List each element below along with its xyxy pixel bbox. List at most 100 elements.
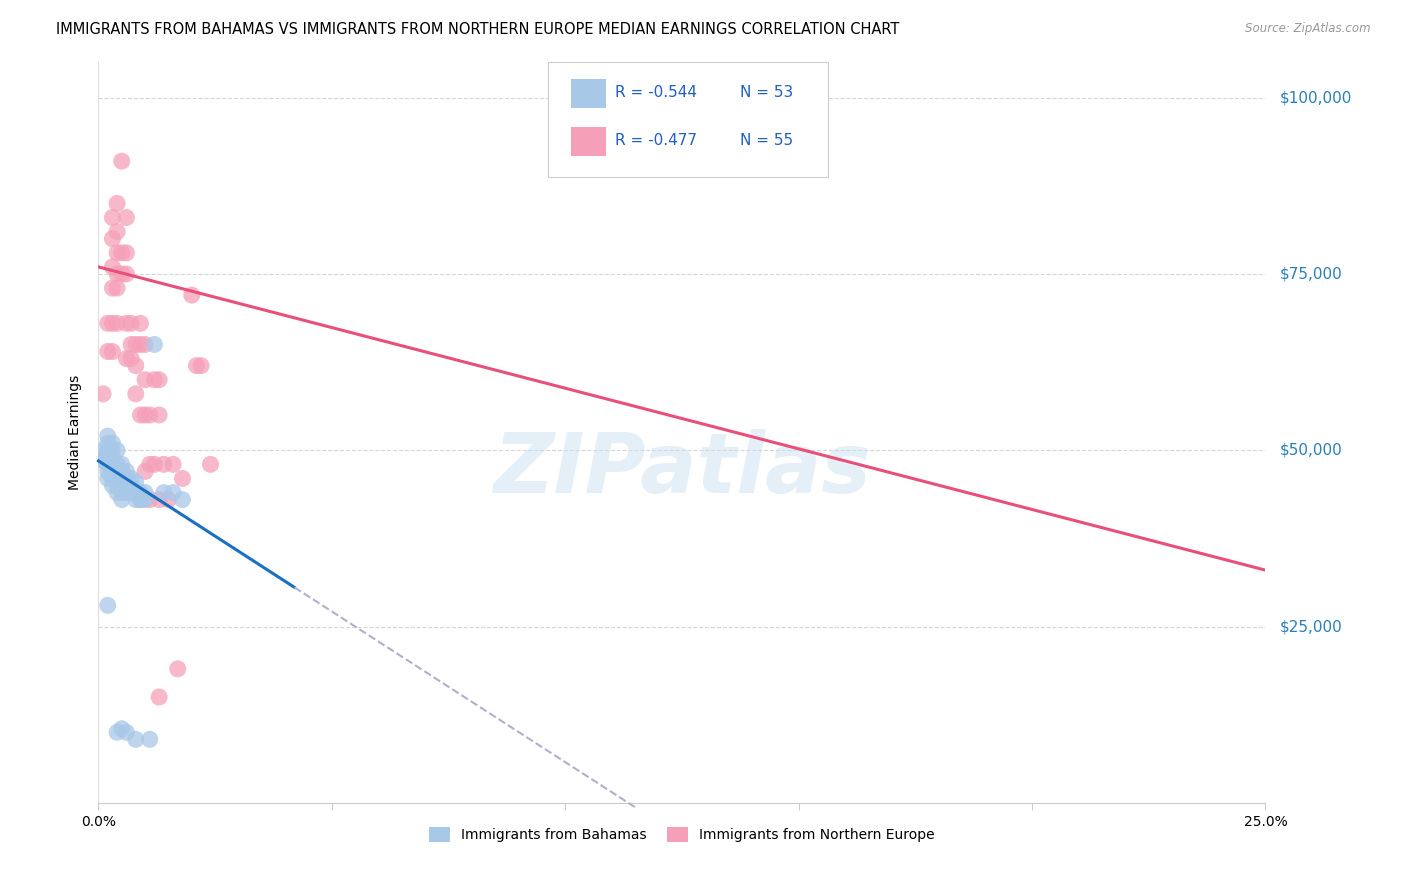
Bar: [571, 127, 606, 156]
Point: [115, 245, 138, 260]
Point: [115, 351, 138, 366]
Point: [97, 443, 120, 458]
Point: [129, 408, 152, 422]
Point: [120, 316, 142, 330]
Point: [111, 458, 134, 472]
Point: [101, 443, 124, 458]
Point: [129, 492, 152, 507]
Point: [97, 599, 120, 613]
Text: $25,000: $25,000: [1279, 619, 1343, 634]
Point: [125, 337, 148, 351]
Point: [172, 471, 194, 485]
Point: [115, 267, 138, 281]
Point: [125, 475, 148, 489]
Point: [125, 359, 148, 373]
Point: [162, 458, 184, 472]
Point: [101, 464, 124, 478]
Point: [148, 690, 170, 704]
Point: [101, 281, 124, 295]
Point: [101, 458, 124, 472]
Text: ZIPatlas: ZIPatlas: [494, 429, 870, 510]
Point: [143, 373, 166, 387]
Point: [105, 245, 128, 260]
Text: Source: ZipAtlas.com: Source: ZipAtlas.com: [1246, 22, 1371, 36]
Point: [200, 458, 222, 472]
Point: [134, 492, 156, 507]
Point: [115, 211, 138, 225]
Point: [166, 662, 188, 676]
Point: [105, 443, 128, 458]
Text: N = 55: N = 55: [741, 133, 793, 148]
Point: [134, 408, 156, 422]
Point: [115, 725, 138, 739]
Point: [120, 351, 142, 366]
Point: [148, 408, 170, 422]
Text: R = -0.477: R = -0.477: [616, 133, 697, 148]
Point: [120, 471, 142, 485]
Point: [101, 436, 124, 450]
Point: [129, 337, 152, 351]
Point: [134, 464, 156, 478]
Point: [105, 464, 128, 478]
Point: [111, 478, 134, 492]
Point: [143, 458, 166, 472]
Point: [97, 458, 120, 472]
Point: [111, 722, 134, 736]
Point: [134, 485, 156, 500]
Text: $50,000: $50,000: [1279, 442, 1343, 458]
FancyBboxPatch shape: [548, 62, 828, 178]
Point: [101, 471, 124, 485]
Point: [97, 316, 120, 330]
Legend: Immigrants from Bahamas, Immigrants from Northern Europe: Immigrants from Bahamas, Immigrants from…: [423, 822, 941, 847]
Point: [148, 373, 170, 387]
Point: [111, 245, 134, 260]
Point: [111, 464, 134, 478]
Text: $75,000: $75,000: [1279, 267, 1343, 282]
Point: [97, 464, 120, 478]
Point: [172, 492, 194, 507]
Point: [101, 211, 124, 225]
Point: [105, 196, 128, 211]
Point: [105, 225, 128, 239]
Point: [139, 408, 162, 422]
Point: [139, 732, 162, 747]
Point: [129, 316, 152, 330]
Point: [134, 373, 156, 387]
Point: [120, 337, 142, 351]
Text: N = 53: N = 53: [741, 85, 793, 100]
Point: [105, 458, 128, 472]
Point: [115, 478, 138, 492]
Text: R = -0.544: R = -0.544: [616, 85, 697, 100]
Point: [120, 485, 142, 500]
Point: [97, 471, 120, 485]
Text: $100,000: $100,000: [1279, 90, 1351, 105]
Point: [91, 443, 114, 458]
Point: [105, 267, 128, 281]
Bar: [571, 78, 606, 108]
Point: [105, 478, 128, 492]
Text: IMMIGRANTS FROM BAHAMAS VS IMMIGRANTS FROM NORTHERN EUROPE MEDIAN EARNINGS CORRE: IMMIGRANTS FROM BAHAMAS VS IMMIGRANTS FR…: [56, 22, 900, 37]
Point: [111, 267, 134, 281]
Point: [105, 471, 128, 485]
Point: [91, 450, 114, 465]
Point: [148, 492, 170, 507]
Point: [139, 458, 162, 472]
Point: [101, 344, 124, 359]
Point: [152, 458, 174, 472]
Point: [111, 471, 134, 485]
Point: [120, 478, 142, 492]
Point: [111, 492, 134, 507]
Point: [152, 485, 174, 500]
Point: [125, 492, 148, 507]
Point: [125, 387, 148, 401]
Point: [115, 485, 138, 500]
Point: [97, 429, 120, 443]
Point: [101, 478, 124, 492]
Point: [101, 232, 124, 246]
Point: [91, 454, 114, 468]
Point: [125, 732, 148, 747]
Point: [111, 154, 134, 169]
Point: [143, 337, 166, 351]
Point: [115, 316, 138, 330]
Point: [134, 337, 156, 351]
